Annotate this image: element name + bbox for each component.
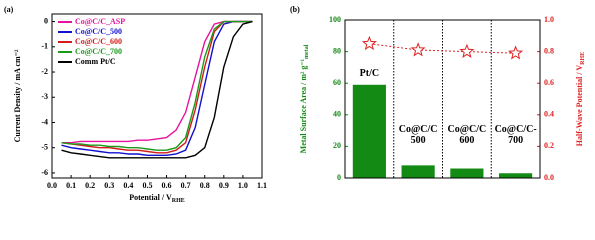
x-tick-label: 0.9	[219, 181, 229, 190]
y2-axis-label: Half-Wave Potential / VRHE	[575, 52, 587, 146]
y-tick-label: 60	[333, 78, 341, 87]
x-tick-label: 0.1	[66, 181, 76, 190]
line-series	[369, 43, 516, 54]
star-marker	[508, 45, 524, 60]
y-tick-label: -5	[41, 143, 48, 152]
legend-label: Co@C/C_700	[75, 47, 122, 56]
x-axis-label-main: Potential / V	[129, 193, 172, 202]
x-tick-label: 0.6	[162, 181, 172, 190]
line-series	[61, 20, 253, 159]
category-label: Co@C/C 600	[447, 124, 487, 146]
y2-axis-label-main: Half-Wave Potential / V	[575, 65, 584, 147]
bar	[401, 165, 435, 178]
plot-frame	[51, 13, 263, 179]
y-tick-label: -1	[41, 42, 48, 51]
y2-tick-label: 1.0	[544, 15, 554, 24]
y-axis-label-sub: metal	[304, 44, 310, 59]
category-label: Pt/C	[359, 67, 380, 79]
y-tick-label: 40	[333, 110, 341, 119]
star-marker	[459, 43, 475, 59]
y-tick-label: 0	[44, 16, 48, 25]
y-tick-label: 0	[337, 173, 341, 182]
y-axis-label-main: Metal Surface Area / m² g⁻¹	[299, 58, 308, 153]
x-tick-label: 0.8	[200, 181, 210, 190]
x-axis-label: Potential / VRHE	[129, 193, 185, 205]
y2-tick-label: 0.4	[544, 110, 554, 119]
y-tick-label: -6	[41, 168, 48, 177]
x-axis-label-sub: RHE	[172, 198, 185, 204]
bar	[352, 84, 386, 178]
x-tick-label: 1.0	[238, 181, 248, 190]
legend-label: Co@C/C_500	[75, 27, 122, 36]
y-tick-label: -3	[41, 92, 48, 101]
category-label: Co@C/C- 700	[494, 124, 537, 146]
legend-label: Co@C/C_600	[75, 37, 122, 46]
plot-frame	[344, 19, 541, 179]
y2-tick-label: 0.6	[544, 78, 554, 87]
bar	[450, 168, 484, 178]
y-axis-label: Metal Surface Area / m² g⁻¹metal	[299, 44, 311, 153]
star-marker	[410, 42, 426, 57]
y2-tick-label: 0.8	[544, 46, 554, 55]
y-tick-label: 100	[329, 15, 341, 24]
line-series	[61, 20, 253, 156]
y2-tick-label: 0.0	[544, 173, 554, 182]
figure: (a) 0.0 0.1 0.2 0.3 0.4 0.5 0.6 0.7 0.8 0.9 1.0 1.1 0…	[4, 5, 587, 205]
y-tick-label: 20	[333, 141, 341, 150]
legend-label: Co@C/C_ASP	[75, 17, 125, 26]
x-tick-label: 0.2	[85, 181, 95, 190]
line-series	[61, 20, 253, 144]
y-axis-label: Current Density / mA cm⁻²	[13, 49, 22, 142]
panel-label: (b)	[290, 5, 300, 14]
legend-label: Comm Pt/C	[75, 57, 116, 66]
y2-axis-label-sub: RHE	[580, 52, 586, 65]
x-tick-label: 0.4	[123, 181, 133, 190]
x-tick-label: 1.1	[257, 181, 267, 190]
star-marker	[361, 35, 377, 51]
x-tick-label: 0.0	[47, 181, 57, 190]
panel-label: (a)	[4, 5, 14, 14]
page: (a) 0.0 0.1 0.2 0.3 0.4 0.5 0.6 0.7 0.8 0.9 1.0 1.1 0…	[4, 4, 587, 205]
line-series	[61, 20, 253, 151]
y-tick-label: 80	[333, 46, 341, 55]
x-tick-label: 0.3	[104, 181, 114, 190]
y-tick-label: -4	[41, 117, 48, 126]
category-label: Co@C/C 500	[398, 124, 438, 146]
x-tick-label: 0.7	[181, 181, 191, 190]
bar	[499, 173, 533, 178]
y-tick-label: -2	[41, 67, 48, 76]
x-tick-label: 0.5	[142, 181, 152, 190]
y2-tick-label: 0.2	[544, 141, 554, 150]
